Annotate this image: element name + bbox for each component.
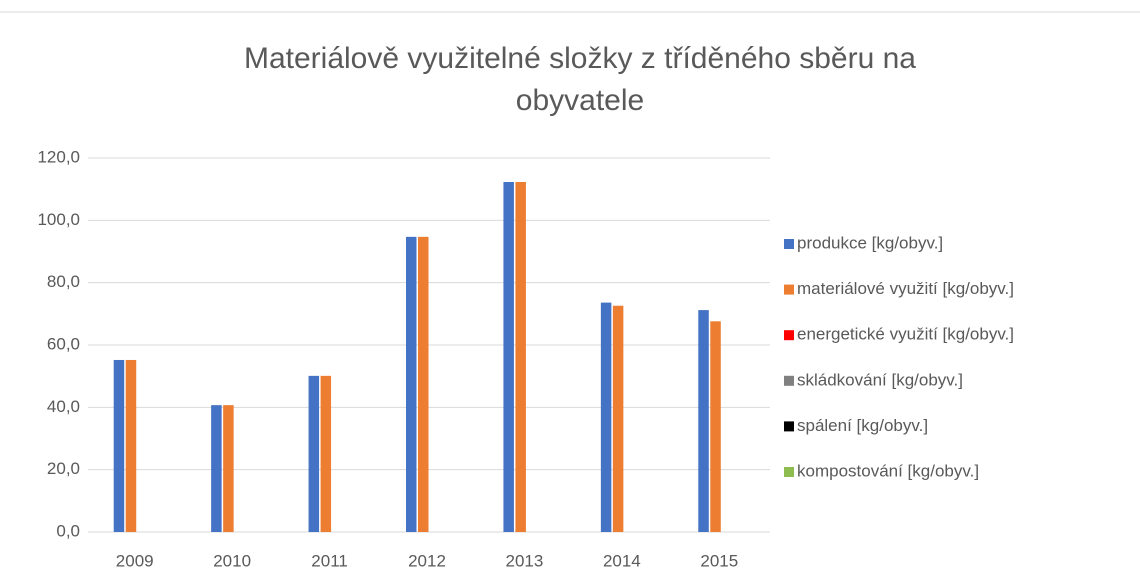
legend-label: materiálové využití [kg/obyv.] bbox=[797, 279, 1014, 298]
legend-label: skládkování [kg/obyv.] bbox=[797, 370, 963, 389]
y-tick-label: 60,0 bbox=[47, 334, 80, 353]
bar bbox=[211, 405, 222, 532]
x-tick-label: 2011 bbox=[311, 551, 348, 570]
legend-swatch bbox=[784, 330, 794, 341]
legend-swatch bbox=[784, 467, 794, 477]
bar bbox=[223, 405, 234, 532]
bar bbox=[308, 375, 320, 532]
legend-swatch bbox=[784, 284, 794, 295]
legend-label: spálení [kg/obyv.] bbox=[797, 416, 928, 435]
x-tick-label: 2009 bbox=[116, 551, 154, 570]
y-tick-label: 80,0 bbox=[47, 272, 80, 291]
x-tick-label: 2015 bbox=[700, 551, 738, 570]
legend-label: energetické využití [kg/obyv.] bbox=[797, 325, 1014, 344]
legend-label: produkce [kg/obyv.] bbox=[797, 233, 943, 252]
x-tick-label: 2010 bbox=[213, 551, 251, 570]
bar bbox=[320, 375, 332, 532]
x-tick-label: 2012 bbox=[408, 551, 446, 570]
legend-label: kompostování [kg/obyv.] bbox=[797, 461, 979, 480]
x-tick-label: 2014 bbox=[603, 551, 641, 570]
bar bbox=[515, 181, 526, 532]
chart-title: Materiálově využitelné složky z tříděnéh… bbox=[243, 42, 916, 117]
x-tick-label: 2013 bbox=[506, 551, 544, 570]
bar bbox=[710, 321, 721, 532]
legend-swatch bbox=[784, 421, 794, 432]
bar bbox=[125, 359, 137, 532]
bar bbox=[698, 310, 709, 532]
bar bbox=[503, 181, 514, 532]
y-tick-label: 20,0 bbox=[47, 459, 80, 478]
y-tick-label: 100,0 bbox=[37, 210, 80, 229]
legend-swatch bbox=[784, 239, 794, 249]
bar bbox=[406, 236, 417, 532]
legend-swatch bbox=[784, 375, 794, 386]
bar bbox=[600, 302, 612, 532]
bar bbox=[612, 305, 624, 532]
bar bbox=[418, 236, 429, 532]
bar bbox=[113, 359, 125, 532]
y-tick-label: 40,0 bbox=[47, 397, 80, 416]
y-tick-label: 0,0 bbox=[56, 521, 80, 540]
y-tick-label: 120,0 bbox=[37, 147, 80, 166]
